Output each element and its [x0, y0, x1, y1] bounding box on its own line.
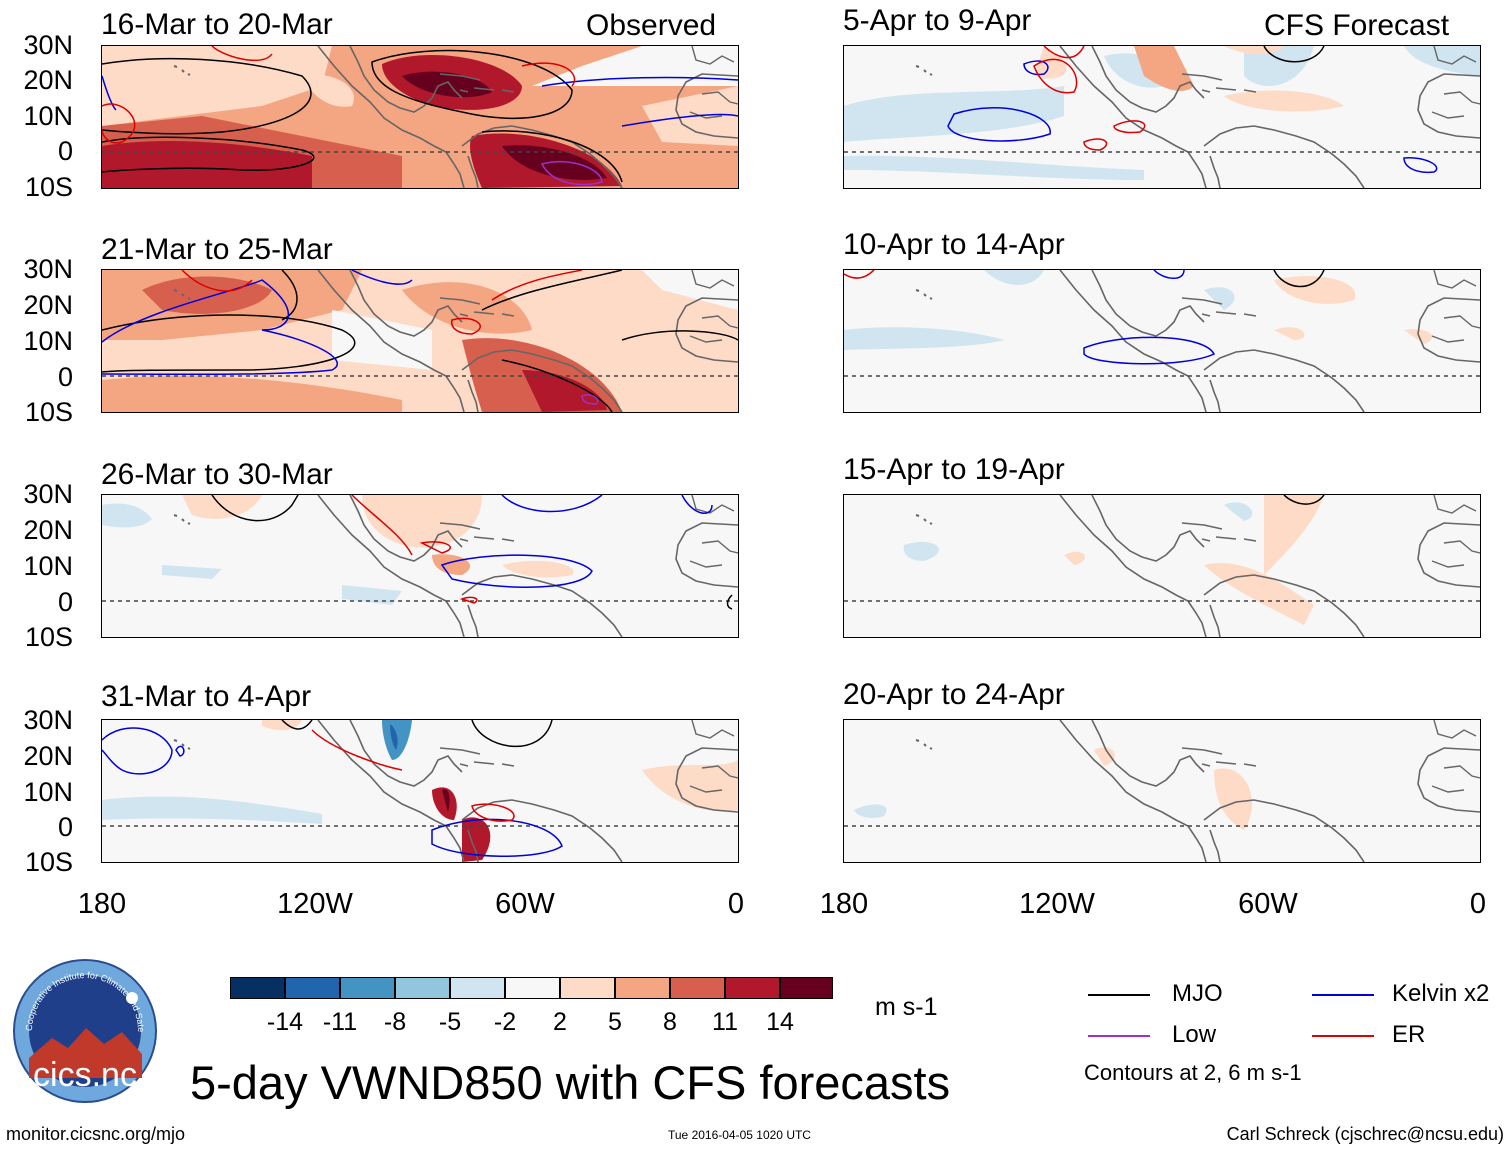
footer-timestamp: Tue 2016-04-05 1020 UTC [668, 1128, 811, 1142]
lon-180: 180 [819, 888, 869, 920]
wind-anomaly-map [102, 46, 738, 188]
colorbar-bin [340, 977, 395, 999]
colorbar-tick: -14 [266, 1008, 304, 1036]
panel-title-fcst-1: 5-Apr to 9-Apr [843, 4, 1032, 37]
wind-anomaly-map [844, 720, 1480, 862]
lon-0: 0 [1469, 888, 1487, 920]
legend-label-er: ER [1392, 1021, 1426, 1048]
map-panel-obs-2 [101, 269, 739, 413]
map-panel-obs-4 [101, 719, 739, 863]
legend-line-kelvin [1312, 994, 1374, 996]
colorbar-bin [725, 977, 780, 999]
lon-120w: 120W [1019, 888, 1095, 920]
observed-label: Observed [586, 9, 717, 42]
wind-anomaly-map [844, 46, 1480, 188]
lat-10s: 10S [24, 622, 73, 652]
legend-line-er [1312, 1035, 1374, 1037]
lat-10n: 10N [23, 326, 73, 356]
colorbar-bin [230, 977, 285, 999]
lat-eq: 0 [57, 587, 73, 617]
map-panel-obs-3 [101, 494, 739, 638]
wind-anomaly-map [102, 270, 738, 412]
lon-180: 180 [77, 888, 127, 920]
lat-20n: 20N [23, 515, 73, 545]
colorbar-tick: -8 [383, 1008, 407, 1036]
colorbar-tick: -11 [322, 1008, 358, 1036]
main-title: 5-day VWND850 with CFS forecasts [190, 1056, 951, 1109]
colorbar-tick: 5 [608, 1008, 622, 1036]
footer-url[interactable]: monitor.cicsnc.org/mjo [6, 1124, 186, 1144]
lat-eq: 0 [57, 812, 73, 842]
lon-60w: 60W [1238, 888, 1298, 920]
legend-label-mjo: MJO [1172, 980, 1223, 1007]
lat-10n: 10N [23, 551, 73, 581]
cics-logo: cics.nc Cooperative Institute for Climat… [9, 950, 158, 1104]
wind-anomaly-map [102, 495, 738, 637]
colorbar-tick: 11 [712, 1008, 738, 1036]
lon-60w: 60W [495, 888, 555, 920]
lat-10n: 10N [23, 777, 73, 807]
lat-10s: 10S [24, 847, 73, 877]
colorbar-tick: 8 [663, 1008, 677, 1036]
wind-anomaly-map [102, 720, 738, 862]
colorbar-bin [285, 977, 340, 999]
colorbar-bin [670, 977, 725, 999]
lat-eq: 0 [57, 136, 73, 166]
legend-line-mjo [1088, 994, 1150, 996]
colorbar-tick: -5 [438, 1008, 462, 1036]
logo-text: cics.nc [33, 1056, 137, 1094]
colorbar-tick: 14 [766, 1008, 794, 1036]
colorbar-tick: -2 [493, 1008, 517, 1036]
lat-30n: 30N [23, 705, 73, 735]
map-panel-fcst-1 [843, 45, 1481, 189]
contours-note: Contours at 2, 6 m s-1 [1084, 1060, 1302, 1085]
lon-120w: 120W [277, 888, 353, 920]
lat-30n: 30N [23, 30, 73, 60]
wind-anomaly-map [844, 495, 1480, 637]
colorbar-bin [560, 977, 615, 999]
lat-10n: 10N [23, 101, 73, 131]
panel-title-obs-3: 26-Mar to 30-Mar [101, 458, 333, 491]
colorbar-bin [505, 977, 560, 999]
footer-credit: Carl Schreck (cjschrec@ncsu.edu) [1226, 1124, 1504, 1144]
lat-eq: 0 [57, 362, 73, 392]
colorbar-units: m s-1 [875, 993, 938, 1021]
colorbar-bin [615, 977, 670, 999]
panel-title-obs-1: 16-Mar to 20-Mar [101, 8, 333, 41]
colorbar-tick: 2 [553, 1008, 567, 1036]
lat-20n: 20N [23, 741, 73, 771]
lat-10s: 10S [24, 397, 73, 427]
panel-title-fcst-3: 15-Apr to 19-Apr [843, 453, 1065, 486]
map-panel-fcst-4 [843, 719, 1481, 863]
panel-title-obs-4: 31-Mar to 4-Apr [101, 680, 312, 713]
legend-label-low: Low [1172, 1021, 1217, 1048]
map-panel-fcst-3 [843, 494, 1481, 638]
legend-label-kelvin: Kelvin x2 [1392, 980, 1490, 1007]
cfs-forecast-label: CFS Forecast [1264, 9, 1450, 42]
map-panel-fcst-2 [843, 269, 1481, 413]
panel-title-obs-2: 21-Mar to 25-Mar [101, 233, 333, 266]
map-panel-obs-1 [101, 45, 739, 189]
lat-20n: 20N [23, 65, 73, 95]
colorbar-bin [395, 977, 450, 999]
lat-10s: 10S [24, 172, 73, 202]
legend-line-low [1088, 1035, 1150, 1037]
lat-20n: 20N [23, 290, 73, 320]
lon-0: 0 [727, 888, 745, 920]
lat-30n: 30N [23, 479, 73, 509]
lat-30n: 30N [23, 254, 73, 284]
panel-title-fcst-2: 10-Apr to 14-Apr [843, 228, 1065, 261]
panel-title-fcst-4: 20-Apr to 24-Apr [843, 678, 1065, 711]
colorbar-bin [780, 977, 833, 999]
colorbar-bin [450, 977, 505, 999]
wind-anomaly-map [844, 270, 1480, 412]
